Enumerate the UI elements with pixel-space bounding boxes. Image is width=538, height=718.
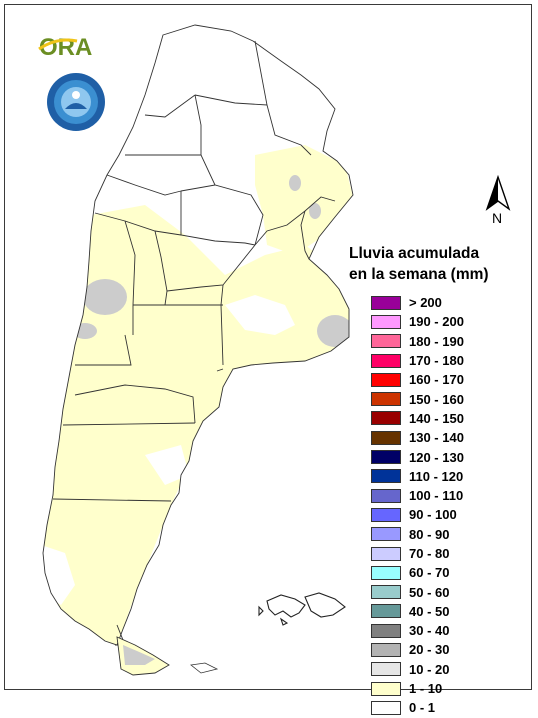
legend-label: 170 - 180 (409, 353, 464, 369)
legend-item: 140 - 150 (371, 409, 464, 428)
legend-label: 180 - 190 (409, 333, 464, 349)
legend-item: 0 - 1 (371, 698, 464, 717)
legend-swatch (371, 681, 401, 696)
legend-label: 0 - 1 (409, 700, 436, 716)
legend-label: 10 - 20 (409, 661, 450, 677)
legend-item: 110 - 120 (371, 467, 464, 486)
legend-title-line1: Lluvia acumulada (349, 245, 480, 262)
legend-label: 70 - 80 (409, 546, 450, 561)
ora-logo-text: ORA (39, 34, 92, 61)
legend-label: 50 - 60 (409, 584, 450, 600)
legend-item: 40 - 50 (371, 602, 464, 621)
legend-label: 160 - 170 (409, 372, 464, 388)
legend-swatch (371, 507, 401, 522)
legend-item: 30 - 40 (371, 621, 464, 640)
legend-label: 60 - 70 (409, 565, 450, 581)
legend-label: 190 - 200 (409, 314, 464, 330)
legend-item: 60 - 70 (371, 563, 464, 582)
legend-label: 80 - 90 (409, 526, 450, 542)
legend-swatch (371, 700, 401, 715)
legend-swatch (371, 642, 401, 657)
legend-swatch (371, 411, 401, 426)
legend-swatch (371, 392, 401, 407)
map-frame: ORA N Lluvia acumulada en la semana (mm)… (4, 4, 532, 715)
rain-zone-northeast (255, 145, 353, 255)
legend-label: 90 - 100 (409, 507, 457, 523)
legend-label: 100 - 110 (409, 488, 464, 504)
legend-item: 100 - 110 (371, 486, 464, 505)
legend-item: 190 - 200 (371, 312, 464, 331)
legend-item: > 200 (371, 293, 464, 312)
smn-logo (47, 73, 105, 131)
legend-label: 40 - 50 (409, 603, 450, 619)
legend-label: 130 - 140 (409, 430, 464, 446)
legend-item: 80 - 90 (371, 525, 464, 544)
legend-item: 70 - 80 (371, 544, 464, 563)
rainfall-zones (43, 145, 353, 645)
legend-label: 140 - 150 (409, 410, 464, 426)
rain-zone-gray-west (83, 279, 127, 315)
legend-item: 180 - 190 (371, 332, 464, 351)
legend-label: > 200 (409, 295, 442, 311)
rain-zone-white-center (225, 295, 295, 335)
legend-swatch (371, 604, 401, 619)
legend-title-line2: en la semana (mm) (349, 266, 489, 283)
legend-label: 30 - 40 (409, 623, 450, 639)
legend-swatch (371, 623, 401, 638)
legend-item: 120 - 130 (371, 447, 464, 466)
legend-swatch (371, 527, 401, 542)
rainfall-map (42, 24, 354, 676)
legend-swatch (371, 430, 401, 445)
legend-swatch (371, 546, 401, 561)
legend-item: 170 - 180 (371, 351, 464, 370)
legend-item: 160 - 170 (371, 370, 464, 389)
rain-zone-gray-ne2 (309, 203, 321, 219)
rain-zone-white-mid (145, 445, 189, 485)
legend-swatch (371, 488, 401, 503)
legend-item: 90 - 100 (371, 505, 464, 524)
legend-swatch (371, 469, 401, 484)
rain-zone-gray-ne (289, 175, 301, 191)
legend-item: 150 - 160 (371, 389, 464, 408)
legend-swatch (371, 372, 401, 387)
legend-swatch (371, 334, 401, 349)
north-label: N (492, 210, 502, 226)
north-arrow: N (485, 175, 511, 226)
ora-logo: ORA (38, 34, 92, 61)
legend-swatch (371, 585, 401, 600)
legend-item: 130 - 140 (371, 428, 464, 447)
legend-swatch (371, 565, 401, 580)
legend-swatch (371, 450, 401, 465)
legend-label: 150 - 160 (409, 391, 464, 407)
legend-label: 110 - 120 (409, 468, 464, 484)
legend-title: Lluvia acumulada en la semana (mm) (349, 243, 529, 285)
rain-zone-gray-west-small (73, 323, 97, 339)
legend-item: 50 - 60 (371, 582, 464, 601)
legend-swatch (371, 314, 401, 329)
rain-zone-gray-east (317, 315, 353, 347)
legend-item: 1 - 10 (371, 679, 464, 698)
legend-label: 20 - 30 (409, 642, 450, 658)
legend-item: 20 - 30 (371, 640, 464, 659)
legend-swatch (371, 662, 401, 677)
tierra-del-fuego (116, 636, 219, 676)
legend-swatch (371, 295, 401, 310)
legend-item: 10 - 20 (371, 660, 464, 679)
malvinas-islands (258, 592, 346, 626)
legend: > 200 190 - 200 180 - 190 170 - 180 160 - 17… (371, 293, 464, 718)
legend-label: 1 - 10 (409, 681, 443, 697)
legend-swatch (371, 353, 401, 368)
legend-label: 120 - 130 (409, 449, 464, 465)
